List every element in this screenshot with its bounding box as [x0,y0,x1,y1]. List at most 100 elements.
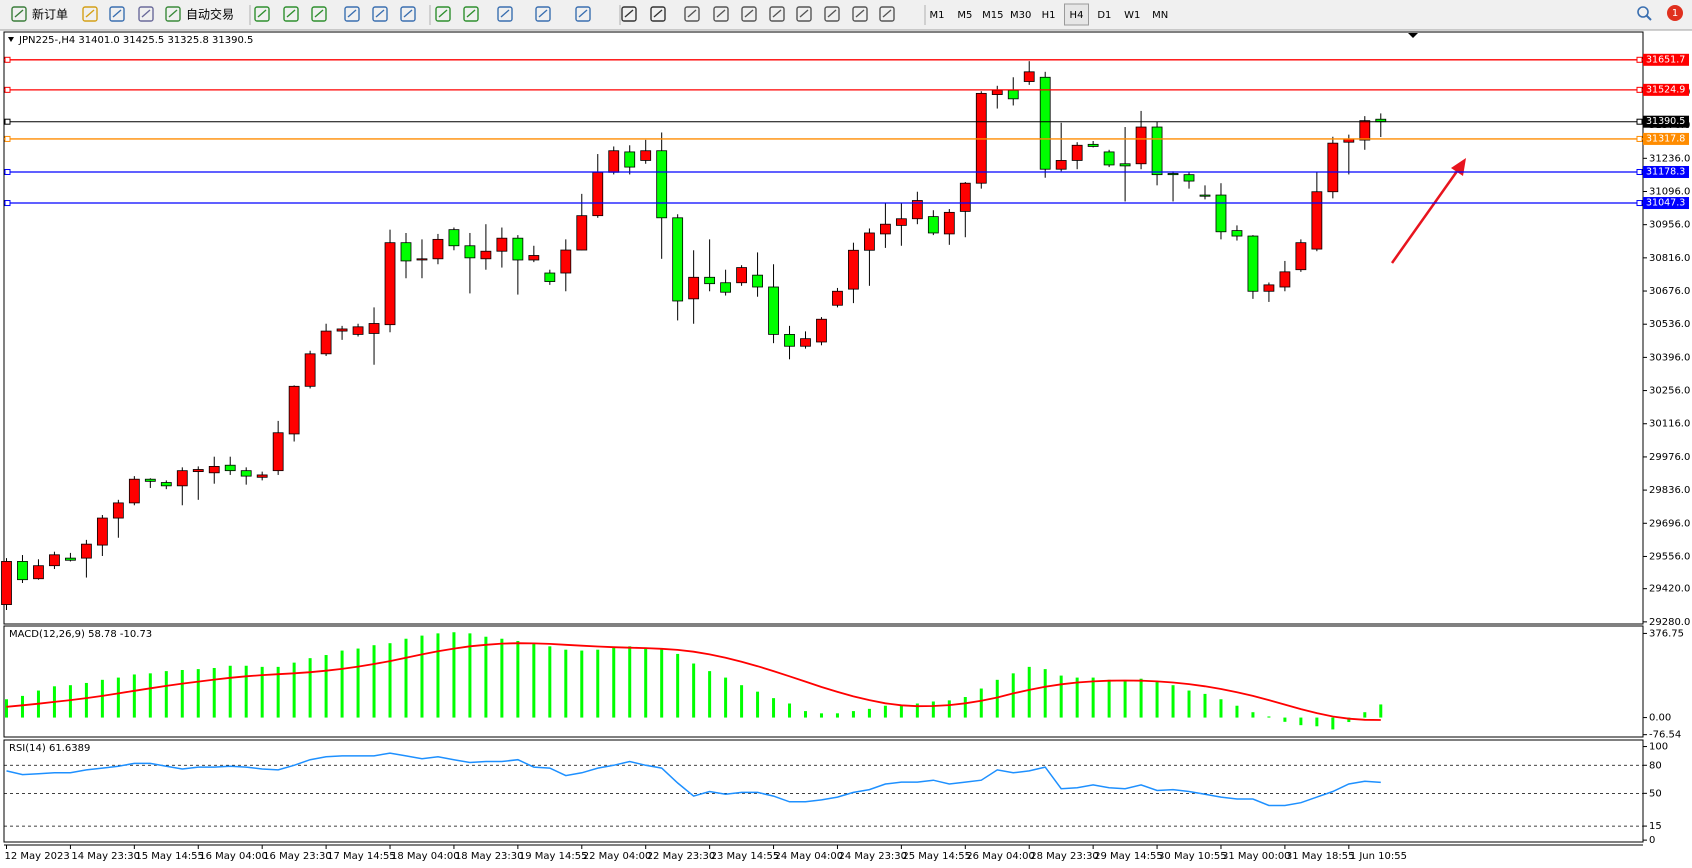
toolbar-icon[interactable] [254,6,270,22]
toolbar-icon[interactable] [372,6,388,22]
price-line-handle [4,56,11,63]
search-icon[interactable] [1637,6,1649,18]
macd-bar [1075,677,1079,718]
toolbar-icon-mark [286,9,296,18]
macd-bar [1187,690,1191,718]
toolbar-icon[interactable] [165,6,181,22]
notification-count: 1 [1672,8,1678,19]
timeframe-button[interactable]: M5 [957,10,972,21]
macd-bar [404,638,408,718]
candle-body [927,216,939,234]
toolbar-icon[interactable] [852,6,868,22]
candle-body [1311,191,1323,250]
macd-bar [308,658,312,718]
toolbar-icon[interactable] [344,6,360,22]
toolbar-icon[interactable] [82,6,98,22]
x-tick-label: 1 Jun 10:55 [1350,851,1407,862]
toolbar-icon[interactable] [796,6,812,22]
toolbar-icon[interactable] [650,6,666,22]
toolbar-icon[interactable] [463,6,479,22]
candle-body [1087,143,1099,147]
y-tick-label: 29556.0 [1649,551,1690,562]
y-tick-label: 30676.0 [1649,286,1690,297]
candle-body [848,249,859,290]
toolbar-icon[interactable] [769,6,785,22]
timeframe-button[interactable]: M15 [982,10,1003,21]
toolbar-icon[interactable] [684,6,700,22]
price-line-handle [1636,56,1643,63]
y-tick-label: 30256.0 [1649,386,1690,397]
candle-body [1103,151,1115,166]
candle-body [1071,144,1083,161]
toolbar-button[interactable]: 新订单 [32,7,68,22]
toolbar-icon[interactable] [311,6,327,22]
macd-bar [1091,677,1095,718]
candle-body [991,89,1003,95]
macd-bar [740,685,744,718]
macd-bar [20,695,24,718]
macd-bar [851,711,855,718]
candle-body [672,217,684,302]
candle-body [528,255,540,261]
candle-body [1119,163,1131,167]
y-tick-label: 29280.0 [1649,617,1690,628]
macd-bar [116,677,120,718]
y-tick-label: 30396.0 [1649,352,1690,363]
toolbar-icon[interactable] [435,6,451,22]
price-line-handle [1636,118,1643,125]
candle-body [192,469,204,473]
toolbar-icon[interactable] [283,6,299,22]
macd-bar [1011,673,1015,718]
timeframe-button[interactable]: M1 [930,10,945,21]
timeframe-button[interactable]: H4 [1070,10,1084,21]
timeframe-button[interactable]: H1 [1042,10,1056,21]
macd-bar [132,674,136,718]
y-tick-label: 31096.0 [1649,186,1690,197]
y-tick-label: 29976.0 [1649,452,1690,463]
candle-body [1263,284,1275,292]
toolbar-icon-mark [257,9,267,18]
toolbar-icon[interactable] [109,6,125,22]
macd-bar [1331,717,1335,730]
macd-bar [1363,712,1367,718]
candle-body [1247,235,1259,292]
x-tick-label: 18 May 23:30 [455,851,524,862]
timeframe-button[interactable]: D1 [1097,10,1111,21]
toolbar-icon[interactable] [400,6,416,22]
toolbar-icon[interactable] [575,6,591,22]
y-tick-label: 376.75 [1649,628,1684,639]
price-label-box [1643,83,1689,96]
toolbar-icon[interactable] [879,6,895,22]
macd-bar [1299,717,1303,726]
timeframe-button[interactable]: M30 [1010,10,1031,21]
x-tick-label: 16 May 04:00 [199,851,268,862]
toolbar-icon[interactable] [824,6,840,22]
timeframe-button[interactable]: MN [1152,10,1168,21]
notification-badge[interactable] [1667,5,1683,21]
timeframe-button[interactable]: W1 [1124,10,1140,21]
macd-bar [1203,693,1207,718]
macd-bar [1043,669,1047,718]
toolbar-icon[interactable] [11,6,27,22]
toolbar-icon[interactable] [535,6,551,22]
price-label: 31047.3 [1646,198,1685,209]
toolbar-icon-mark [466,9,476,18]
candle-body [800,338,811,347]
candle-body [736,267,747,284]
candle-body [480,250,492,260]
toolbar-button[interactable]: 自动交易 [186,7,234,22]
toolbar-icon[interactable] [741,6,757,22]
y-tick-label: -76.54 [1649,730,1681,741]
macd-bar [947,700,951,718]
macd-bar [596,649,600,718]
toolbar-icon[interactable] [621,6,637,22]
x-tick-label: 23 May 14:55 [711,851,780,862]
candle-body [576,215,588,251]
toolbar-icon[interactable] [497,6,513,22]
candle-body [272,432,284,472]
toolbar-icon[interactable] [713,6,729,22]
candle-body [1007,89,1019,100]
toolbar-icon-mark [799,9,809,18]
toolbar-icon[interactable] [138,6,154,22]
